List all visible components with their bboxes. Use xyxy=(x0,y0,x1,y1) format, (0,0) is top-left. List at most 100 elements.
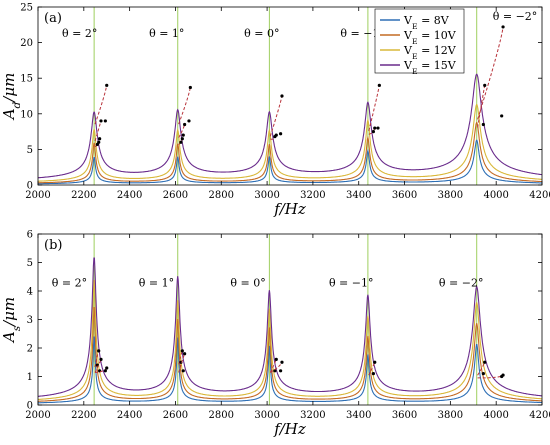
x-tick-label: 3400 xyxy=(346,410,371,421)
jump-point xyxy=(371,372,375,376)
x-tick-label: 4000 xyxy=(483,190,508,201)
jump-point xyxy=(105,83,109,87)
x-tick-label: 4000 xyxy=(483,410,508,421)
y-tick-label: 0 xyxy=(27,181,33,192)
jump-branch xyxy=(368,127,376,135)
jump-point xyxy=(376,126,380,130)
series-line-3 xyxy=(38,257,542,397)
jump-point xyxy=(97,349,101,353)
x-tick-label: 3600 xyxy=(392,190,417,201)
jump-point xyxy=(371,130,375,134)
legend-entry: VE = 15V xyxy=(403,59,457,76)
jump-point xyxy=(183,122,187,127)
jump-branch xyxy=(178,87,191,125)
jump-point xyxy=(481,372,485,376)
x-tick-label: 2200 xyxy=(71,190,96,201)
y-tick-label: 3 xyxy=(27,315,33,326)
x-tick-label: 3800 xyxy=(438,190,463,201)
panel-label: (b) xyxy=(44,238,62,253)
jump-point xyxy=(280,360,284,364)
jump-branch xyxy=(94,359,102,373)
x-tick-label: 2000 xyxy=(25,410,50,421)
y-tick-label: 5 xyxy=(27,145,33,156)
jump-point xyxy=(99,119,103,123)
jump-branch xyxy=(477,362,486,376)
panel-b: 2000 2200 2400 2600 2800 3000 3200 3400 3600 3800… xyxy=(0,230,550,439)
y-tick-label: 0 xyxy=(27,401,33,412)
theta-label: θ = 0° xyxy=(244,27,279,40)
jump-point xyxy=(500,114,504,118)
axes-frame xyxy=(37,233,543,406)
theta-label: θ = −2° xyxy=(439,277,484,290)
jump-branch xyxy=(368,85,380,132)
y-tick-label: 6 xyxy=(27,230,33,241)
jump-point xyxy=(183,352,187,356)
theta-label: θ = 1° xyxy=(139,277,174,290)
jump-branch xyxy=(269,359,277,373)
jump-point xyxy=(274,357,278,361)
plot-area xyxy=(38,73,542,185)
jump-point xyxy=(273,134,277,139)
series-line-1 xyxy=(38,122,542,184)
series-line-3 xyxy=(38,73,542,179)
jump-point xyxy=(273,369,277,373)
x-tick-label: 3000 xyxy=(254,190,279,201)
jump-point xyxy=(188,85,192,90)
x-tick-label: 3200 xyxy=(300,190,325,201)
jump-branch xyxy=(477,85,486,128)
jump-point xyxy=(103,369,107,373)
jump-point xyxy=(99,357,103,361)
jump-point xyxy=(373,360,377,364)
plot-area xyxy=(38,257,542,404)
x-axis-label: f/Hz xyxy=(273,420,306,438)
jump-point xyxy=(501,25,505,29)
series-line-2 xyxy=(38,279,542,400)
x-tick-label: 2600 xyxy=(163,410,188,421)
jump-branch xyxy=(269,95,283,137)
x-tick-label: 2400 xyxy=(117,410,142,421)
legend-entry: VE = 8V xyxy=(403,14,450,31)
y-tick-label: 10 xyxy=(20,109,33,120)
x-axis-label: f/Hz xyxy=(273,200,306,218)
x-tick-label: 2800 xyxy=(209,410,234,421)
jump-point xyxy=(179,140,183,144)
jump-branch xyxy=(477,374,504,379)
jump-point xyxy=(500,374,504,379)
y-tick-label: 25 xyxy=(20,3,33,14)
x-tick-label: 2400 xyxy=(117,190,142,201)
x-tick-label: 3800 xyxy=(438,410,463,421)
y-axis-label: Ad/μm xyxy=(0,73,23,122)
series-line-2 xyxy=(38,104,542,182)
x-tick-label: 2000 xyxy=(25,190,50,201)
y-tick-label: 4 xyxy=(27,287,33,298)
theta-label: θ = 0° xyxy=(230,277,265,290)
jump-point xyxy=(103,119,107,123)
jump-point xyxy=(280,94,284,98)
theta-label: θ = −2° xyxy=(493,10,538,23)
jump-point xyxy=(279,369,283,373)
series-line-0 xyxy=(38,139,542,185)
theta-label: θ = −1° xyxy=(340,27,385,40)
x-tick-label: 2200 xyxy=(71,410,96,421)
jump-point xyxy=(483,83,487,87)
jump-branch xyxy=(94,120,102,142)
theta-label: θ = −1° xyxy=(329,277,374,290)
jump-point xyxy=(181,369,185,373)
jump-point xyxy=(180,137,184,141)
y-tick-label: 20 xyxy=(20,38,33,49)
axes-frame xyxy=(37,6,543,186)
theta-label: θ = 1° xyxy=(149,27,184,40)
jump-point xyxy=(481,122,485,127)
jump-point xyxy=(95,142,99,147)
y-axis-label: As/μm xyxy=(0,297,23,344)
x-tick-label: 3600 xyxy=(392,410,417,421)
jump-branch xyxy=(270,362,283,373)
legend-entry: VE = 10V xyxy=(403,29,457,46)
y-tick-label: 15 xyxy=(20,74,33,85)
x-tick-label: 3400 xyxy=(346,190,371,201)
panel-a: 2000 2200 2400 2600 2800 3000 3200 3400 3600 3800… xyxy=(0,3,550,219)
jump-point xyxy=(373,126,377,130)
